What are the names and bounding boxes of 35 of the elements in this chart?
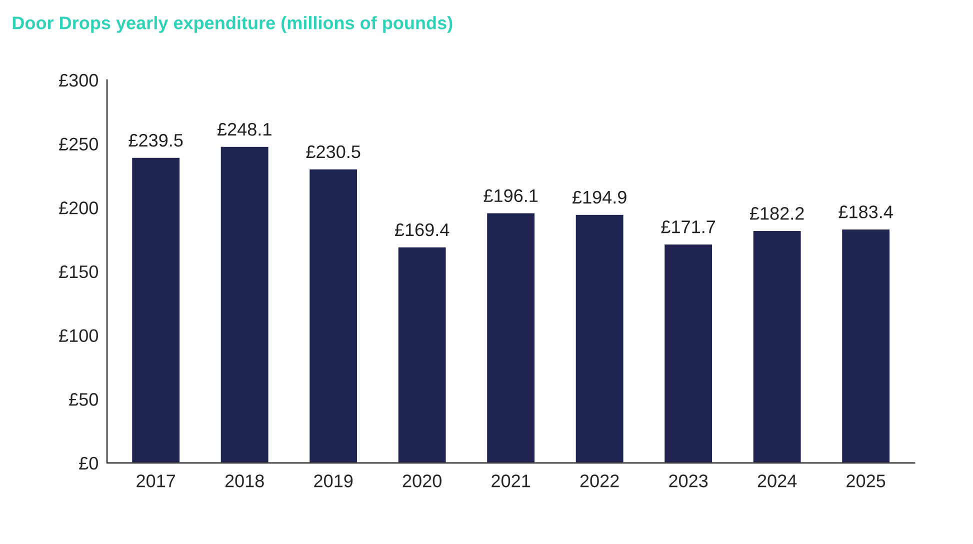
y-tick-label: £0 [79,456,98,470]
x-tick-label: 2018 [225,474,264,488]
data-label: £230.5 [306,145,360,158]
x-tick-label: 2021 [492,474,530,488]
bar [752,230,802,463]
x-tick-label: 2023 [669,474,708,488]
y-tick-label: £150 [59,265,98,278]
data-label: £239.5 [128,134,183,147]
x-tick-label: 2019 [314,474,353,488]
y-tick-label: £50 [69,393,98,406]
data-label: £182.2 [750,207,804,220]
data-label: £196.1 [484,189,538,202]
x-tick-label: 2024 [758,474,797,488]
data-label: £248.1 [217,122,272,136]
bar [486,212,536,463]
y-tick-label: £200 [59,202,98,214]
x-tick-label: 2025 [846,474,886,488]
bar [308,168,358,463]
bar [574,213,625,463]
data-label: £194.9 [572,190,626,204]
chart-title: Door Drops yearly expenditure (millions of pounds) [12,16,452,33]
data-label: £169.4 [394,223,450,236]
x-tick-label: 2022 [580,474,619,488]
data-label: £183.4 [838,206,893,218]
bar [219,146,270,463]
y-tick-label: £300 [59,74,98,87]
y-tick-label: £250 [59,138,98,151]
bar [663,243,714,463]
bar [396,246,448,463]
bar [130,156,181,463]
x-tick-label: 2020 [402,474,442,488]
x-tick-label: 2017 [136,474,176,488]
bar [840,228,891,463]
y-tick-label: £100 [59,329,98,342]
data-label: £171.7 [661,220,716,234]
